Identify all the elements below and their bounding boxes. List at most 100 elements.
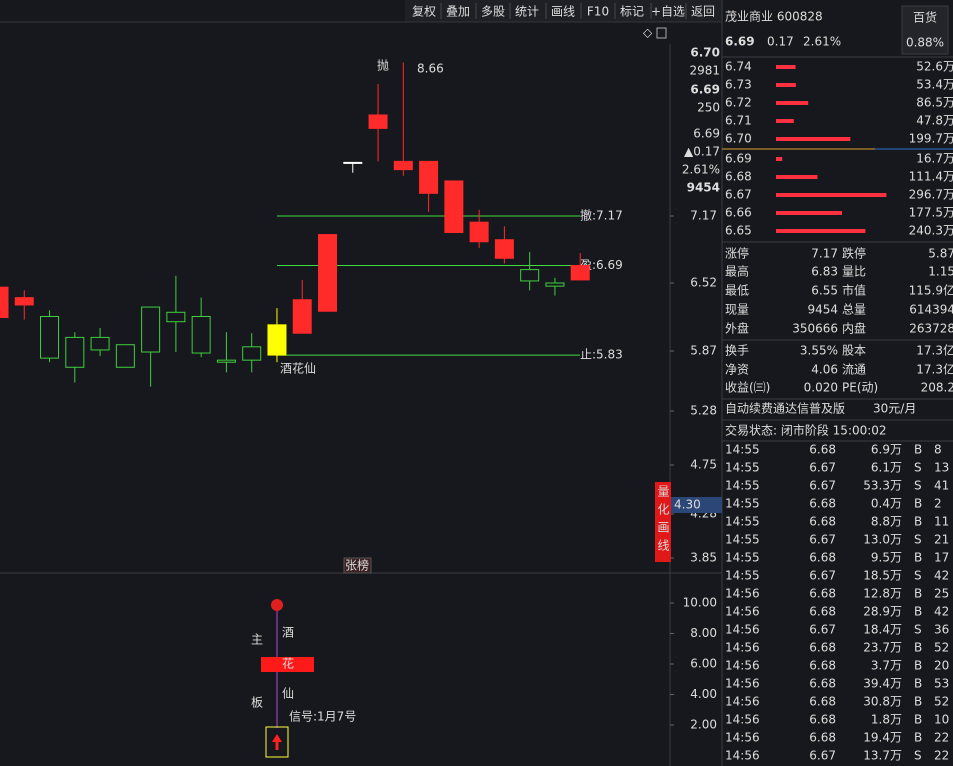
book-bar — [776, 119, 794, 123]
trade-count: 52 — [934, 695, 949, 709]
candle-body — [14, 297, 34, 306]
trade-price: 6.68 — [809, 641, 836, 655]
stat-label: 收益(㈢) — [725, 381, 770, 395]
stat-value: 6.55 — [811, 284, 838, 298]
status: 交易状态: 闭市阶段 15:00:02 — [725, 423, 887, 438]
trade-time: 14:56 — [725, 677, 760, 691]
trade-side: B — [914, 695, 922, 709]
stat-value: 5.87 — [928, 247, 953, 261]
trade-side: B — [914, 713, 922, 727]
trade-count: 22 — [934, 731, 949, 745]
stat-value: 17.3亿 — [916, 362, 953, 377]
book-volume: 16.7万 — [916, 152, 953, 166]
trade-side: B — [914, 587, 922, 601]
candle-body — [570, 264, 590, 281]
stat-value: 263728 — [909, 322, 953, 336]
book-price: 6.66 — [725, 206, 752, 220]
ad-text[interactable]: 自动续费通达信普及版 — [725, 402, 845, 416]
book-bar — [776, 157, 783, 161]
trade-count: 53 — [934, 677, 949, 691]
book-price: 6.74 — [725, 60, 752, 74]
stat-label: 涨停 — [725, 246, 749, 261]
stat-label: 换手 — [725, 344, 749, 358]
axis-info-label: 9454 — [687, 181, 720, 195]
trade-volume: 8.8万 — [871, 515, 902, 529]
stat-value: 614394 — [909, 303, 953, 317]
toolbar-button[interactable]: 标记 — [620, 5, 644, 19]
toolbar-button[interactable]: 统计 — [515, 5, 539, 19]
signal-name: 酒花仙 — [280, 361, 316, 376]
book-bar — [776, 137, 851, 141]
trade-volume: 3.7万 — [871, 659, 902, 673]
book-bar — [776, 229, 866, 233]
candle-body — [191, 315, 211, 354]
sector[interactable]: 百货 — [913, 10, 937, 25]
trade-volume: 13.7万 — [863, 749, 902, 763]
icon-window[interactable] — [656, 27, 667, 39]
y-tick-label: 6.52 — [690, 276, 717, 290]
candle-body — [318, 234, 338, 312]
trade-count: 25 — [934, 587, 949, 601]
book-volume: 240.3万 — [909, 224, 953, 238]
book-volume: 177.5万 — [909, 206, 953, 220]
trade-time: 14:55 — [725, 443, 760, 457]
signal-arrow — [272, 734, 282, 750]
stat-value: 0.020 — [804, 381, 838, 395]
stat-label: 跌停 — [842, 246, 866, 261]
icon-diamond[interactable]: ◇ — [643, 26, 653, 40]
sell-mark: 抛 — [377, 58, 389, 73]
y-tick-label: 5.87 — [690, 344, 717, 358]
candle-body — [419, 160, 439, 194]
toolbar-button[interactable]: 返回 — [691, 5, 715, 19]
toolbar-button[interactable]: 多股 — [481, 5, 505, 19]
trade-side: S — [914, 479, 922, 493]
candle-body — [469, 221, 489, 243]
signal-box — [265, 726, 289, 758]
ad-price[interactable]: 30元/月 — [873, 402, 916, 416]
y-tick-label: 3.85 — [690, 551, 717, 565]
stat-value: 4.06 — [811, 363, 838, 377]
trade-volume: 28.9万 — [863, 605, 902, 619]
y-tick-label: 4.75 — [690, 458, 717, 472]
trade-price: 6.68 — [809, 659, 836, 673]
toolbar-button[interactable]: +自选 — [651, 5, 685, 19]
book-price: 6.73 — [725, 78, 752, 92]
trade-price: 6.67 — [809, 749, 836, 763]
indicator-text: 主 — [251, 633, 263, 647]
side-tag-bg[interactable] — [655, 482, 671, 562]
candle-body — [40, 315, 60, 359]
trade-volume: 19.4万 — [863, 731, 902, 745]
candle-body — [520, 269, 540, 282]
trade-count: 8 — [934, 443, 942, 457]
candle-body — [216, 359, 236, 363]
trade-count: 36 — [934, 623, 949, 637]
cursor-price: 4.30 — [674, 498, 701, 512]
stat-value: 208.2 — [921, 381, 953, 395]
indicator-text: 仙 — [282, 687, 294, 701]
trade-time: 14:56 — [725, 641, 760, 655]
book-bar — [776, 193, 887, 197]
trade-price: 6.68 — [809, 713, 836, 727]
sector-box[interactable] — [901, 5, 949, 55]
toolbar-button[interactable]: F10 — [587, 5, 609, 19]
trade-price: 6.67 — [809, 461, 836, 475]
book-volume: 86.5万 — [916, 96, 953, 110]
toolbar-button[interactable]: 叠加 — [446, 5, 470, 19]
toolbar-button[interactable]: 复权 — [412, 5, 436, 19]
candle-body — [242, 346, 262, 361]
trade-price: 6.67 — [809, 533, 836, 547]
book-price: 6.69 — [725, 152, 752, 166]
trade-price: 6.68 — [809, 605, 836, 619]
sector-change: 0.88% — [906, 36, 944, 50]
axis-info-label: 6.69 — [690, 83, 720, 97]
signal-bar — [261, 657, 314, 672]
trade-volume: 12.8万 — [863, 587, 902, 601]
toolbar-button[interactable]: 画线 — [551, 5, 575, 19]
side-tag[interactable]: 量化画线 — [656, 485, 670, 557]
trade-volume: 30.8万 — [863, 695, 902, 709]
trade-time: 14:56 — [725, 695, 760, 709]
book-volume: 296.7万 — [909, 188, 953, 202]
toolbar-bg — [405, 0, 722, 22]
stat-label: 总量 — [842, 303, 866, 317]
